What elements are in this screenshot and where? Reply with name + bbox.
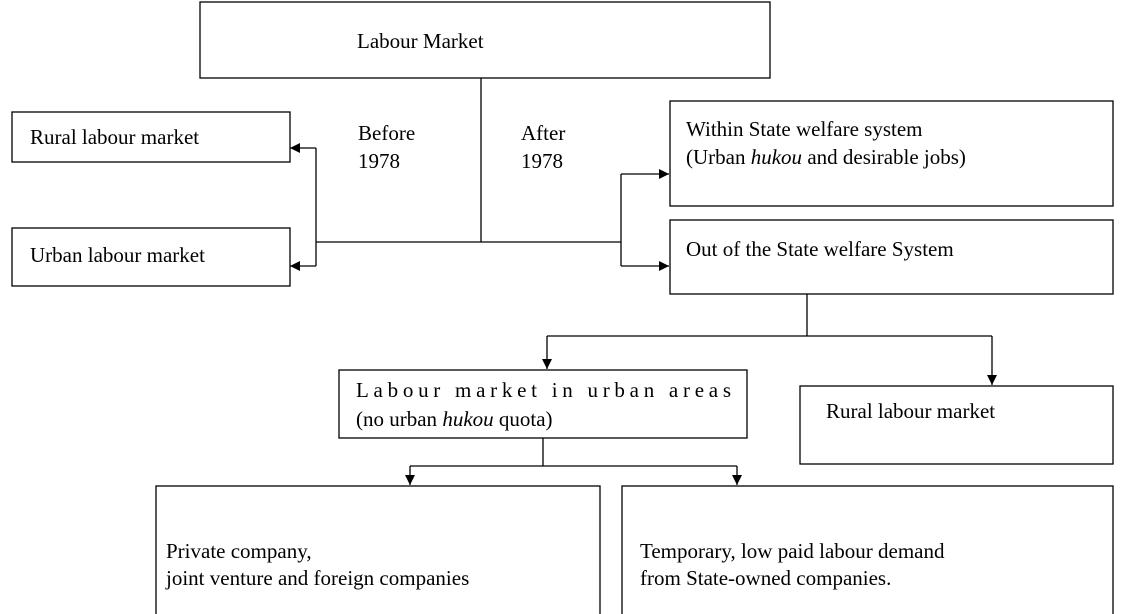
node-box (199, 1, 771, 79)
connectors (290, 78, 997, 485)
node-text: Private company, (166, 539, 312, 563)
node-box (155, 485, 601, 614)
node-box (338, 369, 748, 439)
node-text: Temporary, low paid labour demand (640, 539, 945, 563)
node-text: Out of the State welfare System (686, 237, 954, 261)
label-text: After (521, 121, 565, 145)
node-text: Rural labour market (826, 399, 995, 423)
text-part: (Urban (686, 145, 751, 169)
node-box (799, 385, 1114, 465)
node-text: (Urban hukou and desirable jobs) (686, 145, 966, 169)
node-text: Labour market in urban areas (356, 378, 731, 402)
text-part: hukou (442, 407, 493, 431)
text-part: hukou (751, 145, 802, 169)
node-text: Labour Market (357, 29, 484, 53)
node-text: (no urban hukou quota) (356, 407, 553, 431)
node-text: Rural labour market (30, 125, 199, 149)
label-text: Before (358, 121, 415, 145)
text-part: quota) (494, 407, 553, 431)
text-part: and desirable jobs) (802, 145, 966, 169)
node-box (669, 100, 1114, 207)
node-box (621, 485, 1114, 614)
label-text: 1978 (521, 149, 563, 173)
node-box (11, 227, 291, 287)
node-box (669, 219, 1114, 295)
text-part: (no urban (356, 407, 442, 431)
node-text: Urban labour market (30, 243, 205, 267)
label-text: 1978 (358, 149, 400, 173)
node-text: from State-owned companies. (640, 566, 891, 590)
node-box (11, 111, 291, 163)
node-text: Within State welfare system (686, 117, 923, 141)
node-text: joint venture and foreign companies (165, 566, 469, 590)
